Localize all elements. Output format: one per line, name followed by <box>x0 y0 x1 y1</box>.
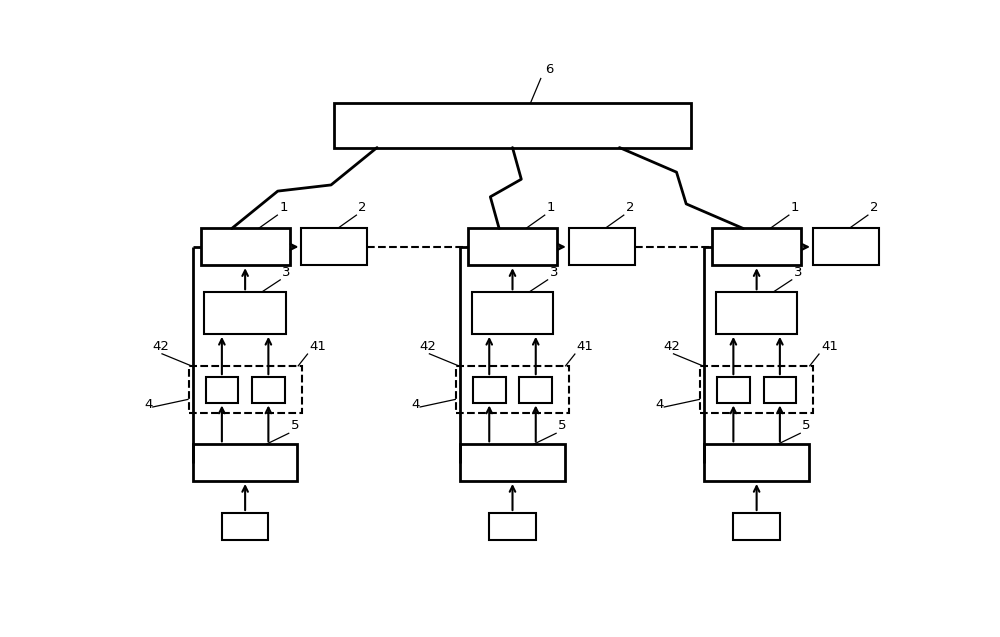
FancyBboxPatch shape <box>712 229 801 265</box>
FancyBboxPatch shape <box>252 377 285 403</box>
FancyBboxPatch shape <box>717 377 750 403</box>
FancyBboxPatch shape <box>468 229 557 265</box>
Text: 41: 41 <box>309 340 326 353</box>
FancyBboxPatch shape <box>460 445 565 481</box>
FancyBboxPatch shape <box>704 445 809 481</box>
FancyBboxPatch shape <box>813 229 879 265</box>
FancyBboxPatch shape <box>201 229 290 265</box>
Text: 42: 42 <box>152 340 169 353</box>
FancyBboxPatch shape <box>489 513 536 540</box>
Text: 4: 4 <box>412 398 420 411</box>
FancyBboxPatch shape <box>206 377 238 403</box>
Text: 1: 1 <box>279 201 288 214</box>
FancyBboxPatch shape <box>204 292 286 334</box>
FancyBboxPatch shape <box>764 377 796 403</box>
Text: 6: 6 <box>545 64 553 76</box>
Text: 42: 42 <box>420 340 436 353</box>
Text: 2: 2 <box>870 201 878 214</box>
FancyBboxPatch shape <box>733 513 780 540</box>
FancyBboxPatch shape <box>716 292 797 334</box>
Text: 1: 1 <box>547 201 555 214</box>
Text: 4: 4 <box>144 398 153 411</box>
FancyBboxPatch shape <box>301 229 367 265</box>
Text: 41: 41 <box>577 340 594 353</box>
Text: 5: 5 <box>558 419 567 432</box>
Text: 4: 4 <box>656 398 664 411</box>
FancyBboxPatch shape <box>334 103 691 148</box>
FancyBboxPatch shape <box>472 292 553 334</box>
FancyBboxPatch shape <box>193 445 297 481</box>
Text: 3: 3 <box>550 266 558 278</box>
Text: 5: 5 <box>802 419 811 432</box>
FancyBboxPatch shape <box>473 377 506 403</box>
FancyBboxPatch shape <box>222 513 268 540</box>
Text: 1: 1 <box>791 201 799 214</box>
FancyBboxPatch shape <box>569 229 635 265</box>
Text: 41: 41 <box>821 340 838 353</box>
FancyBboxPatch shape <box>519 377 552 403</box>
Text: 42: 42 <box>664 340 680 353</box>
Text: 3: 3 <box>282 266 291 278</box>
Text: 2: 2 <box>358 201 367 214</box>
Text: 2: 2 <box>626 201 634 214</box>
Text: 3: 3 <box>794 266 802 278</box>
Text: 5: 5 <box>291 419 299 432</box>
